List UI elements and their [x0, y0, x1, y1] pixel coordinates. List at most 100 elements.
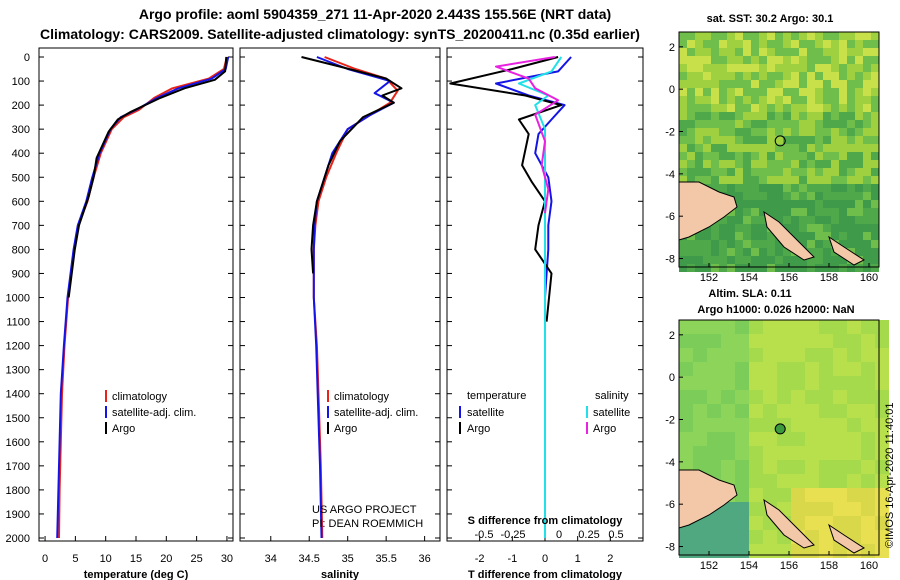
map-cell	[707, 460, 721, 474]
map-cell	[751, 48, 759, 56]
map-cell	[815, 240, 823, 248]
map-cell	[823, 264, 831, 272]
map-cell	[833, 404, 847, 418]
map-cell	[735, 256, 743, 264]
depth-tick-label: 600	[12, 196, 30, 208]
map-cell	[783, 56, 791, 64]
map-cell	[847, 432, 861, 446]
map-cell	[839, 136, 847, 144]
map-cell	[721, 418, 735, 432]
map-cell	[687, 240, 695, 248]
x-tick-label: 25	[191, 553, 203, 565]
map-cell	[749, 474, 763, 488]
map-cell	[751, 240, 759, 248]
map-cell	[721, 502, 735, 516]
map-cell	[775, 160, 783, 168]
map-cell	[687, 96, 695, 104]
map-cell	[823, 80, 831, 88]
map-cell	[703, 144, 711, 152]
map-cell	[735, 502, 749, 516]
map-cell	[783, 104, 791, 112]
map-cell	[759, 144, 767, 152]
map-cell	[679, 348, 693, 362]
map-cell	[743, 200, 751, 208]
map-cell	[735, 40, 743, 48]
map-cell	[759, 200, 767, 208]
map-cell	[735, 128, 743, 136]
map-cell	[831, 40, 839, 48]
map-cell	[791, 216, 799, 224]
map-cell	[727, 168, 735, 176]
map-cell	[847, 334, 861, 348]
map-cell	[791, 376, 805, 390]
map-cell	[759, 128, 767, 136]
map-cell	[847, 168, 855, 176]
map-cell	[707, 334, 721, 348]
map-cell	[735, 544, 749, 558]
map-cell	[861, 362, 875, 376]
map-cell	[767, 248, 775, 256]
map-cell	[815, 80, 823, 88]
map-cell	[871, 144, 879, 152]
depth-tick-label: 1800	[6, 485, 30, 497]
map-cell	[759, 264, 767, 272]
map-cell	[819, 460, 833, 474]
map-cell	[791, 320, 805, 334]
map-cell	[815, 264, 823, 272]
map-cell	[727, 232, 735, 240]
map-cell	[863, 72, 871, 80]
map-cell	[711, 88, 719, 96]
map-cell	[783, 264, 791, 272]
x-tick-label: 34	[265, 553, 277, 565]
map-cell	[777, 488, 791, 502]
map-cell	[823, 136, 831, 144]
depth-tick-label: 1100	[6, 317, 30, 329]
map-cell	[711, 168, 719, 176]
map-cell	[727, 32, 735, 40]
map-cell	[679, 248, 687, 256]
map-cell	[847, 40, 855, 48]
map-cell	[763, 334, 777, 348]
map-cell	[861, 474, 875, 488]
map-cell	[783, 216, 791, 224]
map-cell	[791, 32, 799, 40]
map-cell	[871, 248, 879, 256]
map-cell	[863, 208, 871, 216]
map-cell	[743, 216, 751, 224]
map-cell	[847, 460, 861, 474]
map-cell	[751, 184, 759, 192]
map-cell	[735, 144, 743, 152]
map-cell	[791, 120, 799, 128]
map-cell	[727, 40, 735, 48]
map-cell	[775, 264, 783, 272]
map-cell	[823, 224, 831, 232]
map-cell	[735, 32, 743, 40]
map-cell	[805, 474, 819, 488]
map-cell	[735, 362, 749, 376]
map-cell	[791, 88, 799, 96]
map-cell	[751, 72, 759, 80]
map-cell	[819, 404, 833, 418]
map-cell	[735, 264, 743, 272]
map-cell	[719, 248, 727, 256]
map-cell	[863, 232, 871, 240]
map-cell	[871, 256, 879, 264]
map-cell	[703, 264, 711, 272]
land-solomon	[828, 523, 866, 554]
map-cell	[791, 152, 799, 160]
map-cell	[767, 72, 775, 80]
map-cell	[855, 248, 863, 256]
map-cell	[679, 390, 693, 404]
map-cell	[831, 80, 839, 88]
map-cell	[819, 362, 833, 376]
map-cell	[855, 48, 863, 56]
map-cell	[735, 80, 743, 88]
map-cell	[875, 362, 889, 376]
map-cell	[759, 96, 767, 104]
map-cell	[687, 120, 695, 128]
map-cell	[791, 460, 805, 474]
map-cell	[823, 192, 831, 200]
map-cell	[735, 320, 749, 334]
map-cell	[847, 474, 861, 488]
map-cell	[703, 96, 711, 104]
